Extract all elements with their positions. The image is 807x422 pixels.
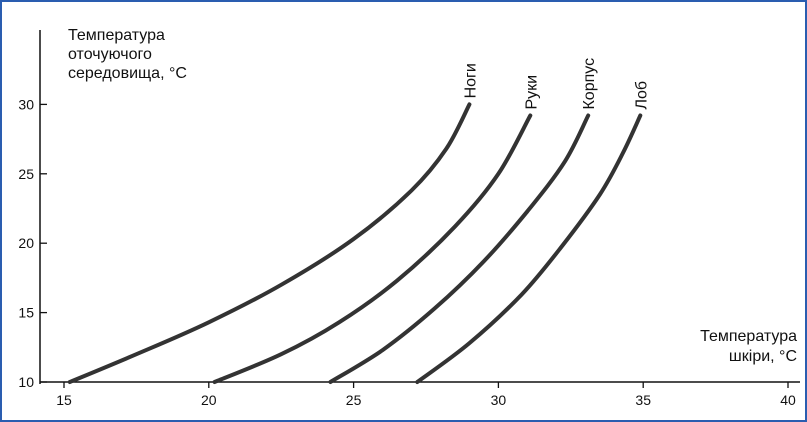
labels: Температура оточуючого середовища, °СТемпе… <box>68 27 797 365</box>
x-tick-label: 40 <box>780 392 796 408</box>
series-label-4: Лоб <box>633 81 650 110</box>
y-tick-label: 10 <box>18 374 34 390</box>
series-label-2: Руки <box>523 75 540 110</box>
x-tick-label: 15 <box>56 392 72 408</box>
x-axis-label: Температура шкіри, °С <box>700 328 797 365</box>
y-tick-label: 25 <box>18 166 34 182</box>
axes: 15 20 25 30 35 40 10 15 20 25 30 <box>18 30 800 408</box>
series-label-1: Ноги <box>462 63 479 98</box>
series-line-4 <box>415 113 643 384</box>
series-line-3 <box>328 113 591 384</box>
y-tick-label: 20 <box>18 235 34 251</box>
series-label-3: Корпус <box>581 58 598 110</box>
y-tick-label: 15 <box>18 305 34 321</box>
y-axis-label: Температура оточуючого середовища, °С <box>68 27 187 82</box>
curves <box>67 102 643 384</box>
x-axis-label-line: шкіри, °С <box>729 348 797 365</box>
y-axis-label-line: середовища, °С <box>68 65 187 82</box>
x-tick-label: 35 <box>635 392 651 408</box>
y-axis-label-line: оточуючого <box>68 46 152 63</box>
x-tick-label: 20 <box>201 392 217 408</box>
x-tick-label: 30 <box>491 392 507 408</box>
x-tick-label: 25 <box>346 392 362 408</box>
y-axis-label-line: Температура <box>68 27 165 44</box>
x-axis-label-line: Температура <box>700 328 797 345</box>
y-tick-label: 30 <box>18 96 34 112</box>
series-line-1 <box>67 102 472 384</box>
series-line-2 <box>212 113 533 384</box>
